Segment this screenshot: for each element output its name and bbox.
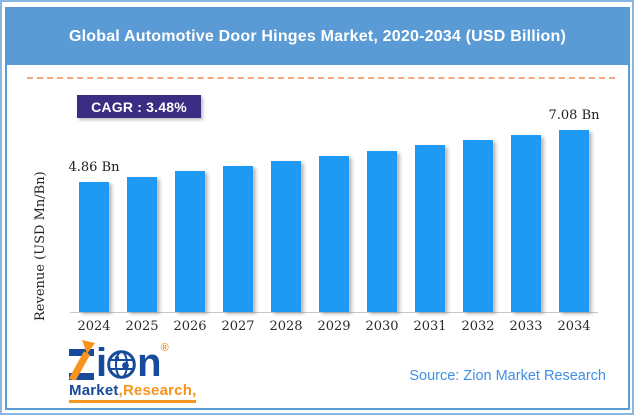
- cagr-badge: CAGR : 3.48%: [77, 95, 201, 118]
- logo-z-arrow-icon: [69, 340, 95, 380]
- x-tick-label: 2024: [77, 319, 111, 334]
- bar-2026: [175, 171, 205, 312]
- zion-logo-wordmark: i n ®: [69, 340, 199, 385]
- bar-2027: [223, 166, 253, 312]
- bar-2028: [271, 161, 301, 312]
- x-tick-label: 2026: [173, 319, 207, 334]
- bar-column: [454, 140, 502, 312]
- x-tick-label: 2030: [365, 319, 399, 334]
- logo-letter-i: i: [96, 341, 107, 385]
- bar-column: [214, 166, 262, 312]
- bar-value-label: 4.86 Bn: [68, 160, 120, 175]
- bar-2033: [511, 135, 541, 312]
- bar-value-label: 7.08 Bn: [548, 108, 600, 123]
- bar-column: [310, 156, 358, 312]
- chart-body: CAGR : 3.48% Revenue (USD Mn/Bn) 4.86 Bn…: [7, 65, 628, 408]
- bar-column: [502, 135, 550, 312]
- zion-logo: i n ® Market, Research,: [69, 340, 199, 403]
- x-tick-label: 2029: [317, 319, 351, 334]
- bar-2025: [127, 177, 157, 312]
- x-tick-label: 2025: [125, 319, 159, 334]
- logo-comma: ,: [118, 382, 123, 399]
- bar-2034: [559, 130, 589, 312]
- bar-column: [406, 145, 454, 312]
- bar-chart: 4.86 Bn 7.08 Bn 2024 2025 2026 2027 2028 2029 2…: [68, 108, 600, 334]
- source-attribution: Source: Zion Market Research: [409, 368, 606, 384]
- x-tick-label: 2032: [461, 319, 495, 334]
- x-tick-label: 2028: [269, 319, 303, 334]
- registered-mark: ®: [160, 342, 169, 354]
- logo-letter-n: n: [137, 341, 161, 385]
- bar-column: 7.08 Bn: [548, 108, 600, 312]
- y-axis-label: Revenue (USD Mn/Bn): [33, 171, 48, 321]
- logo-market-text: Market: [69, 382, 119, 399]
- bar-2030: [367, 151, 397, 312]
- title-bar: Global Automotive Door Hinges Market, 20…: [7, 9, 628, 65]
- x-tick-label: 2034: [557, 319, 591, 334]
- bar-column: 4.86 Bn: [68, 160, 120, 312]
- bar-2032: [463, 140, 493, 312]
- logo-research-text: Research: [122, 382, 193, 399]
- page-title: Global Automotive Door Hinges Market, 20…: [68, 28, 567, 45]
- x-axis-labels: 2024 2025 2026 2027 2028 2029 2030 2031 2032 2033…: [70, 319, 598, 334]
- bar-2024: [79, 182, 109, 312]
- globe-icon: [107, 350, 136, 379]
- bar-column: [118, 177, 166, 312]
- bar-column: [166, 171, 214, 312]
- zion-logo-subtitle: Market, Research,: [69, 382, 197, 403]
- bar-2031: [415, 145, 445, 312]
- x-tick-label: 2031: [413, 319, 447, 334]
- bars-row: 4.86 Bn 7.08 Bn: [68, 108, 600, 313]
- logo-comma-2: ,: [192, 382, 197, 399]
- bar-2029: [319, 156, 349, 312]
- bar-column: [262, 161, 310, 312]
- chart-panel: Global Automotive Door Hinges Market, 20…: [5, 7, 630, 410]
- dashed-divider: [27, 77, 615, 79]
- bar-column: [358, 151, 406, 312]
- x-tick-label: 2027: [221, 319, 255, 334]
- x-tick-label: 2033: [509, 319, 543, 334]
